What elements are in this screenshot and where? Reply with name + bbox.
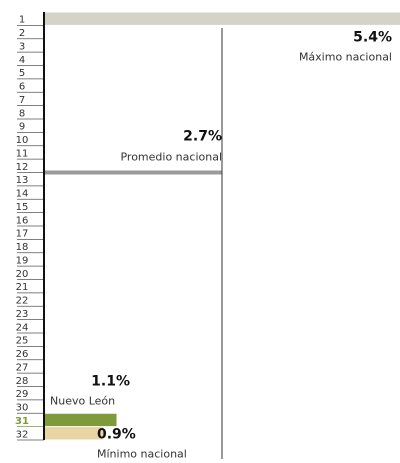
rank-label: 9 <box>19 122 25 133</box>
bar-name: Nuevo León <box>50 394 115 407</box>
rank-label: 10 <box>16 135 29 146</box>
rank-label: 5 <box>19 68 25 79</box>
rank-label: 21 <box>16 282 29 293</box>
bar-name: Promedio nacional <box>120 151 222 164</box>
bar <box>44 427 104 440</box>
rank-label: 14 <box>16 189 29 200</box>
rank-label: 15 <box>16 202 29 213</box>
rank-label: 18 <box>16 242 29 253</box>
rank-label: 17 <box>16 229 29 240</box>
rank-label: 16 <box>16 215 29 226</box>
rank-label: 32 <box>16 429 29 440</box>
bar-name: Mínimo nacional <box>97 448 187 459</box>
bar <box>44 170 222 175</box>
rank-label: 13 <box>16 175 29 186</box>
value-label: 0.9% <box>97 427 136 443</box>
rank-label: 23 <box>16 309 29 320</box>
rank-label: 27 <box>16 362 29 373</box>
rank-label: 20 <box>16 269 29 280</box>
rank-label: 29 <box>16 389 29 400</box>
rank-label: 4 <box>19 55 25 66</box>
bar-name: Máximo nacional <box>299 50 392 63</box>
value-label: 2.7% <box>183 129 222 145</box>
rank-label: 26 <box>16 349 29 360</box>
rank-label: 30 <box>16 403 29 414</box>
bar <box>44 12 400 25</box>
rank-label: 28 <box>16 376 29 387</box>
value-label: 1.1% <box>91 373 130 389</box>
rank-label: 11 <box>16 148 29 159</box>
rank-label: 25 <box>16 336 29 347</box>
rank-label: 24 <box>16 322 29 333</box>
rank-label: 31 <box>15 416 29 427</box>
rank-label: 3 <box>19 41 25 52</box>
rank-label: 7 <box>19 95 25 106</box>
rank-label: 19 <box>16 255 29 266</box>
rank-label: 1 <box>19 15 25 26</box>
rank-label: 8 <box>19 108 25 119</box>
rank-label: 12 <box>16 162 29 173</box>
value-label: 5.4% <box>353 29 392 45</box>
rank-label: 2 <box>19 28 25 39</box>
rank-label: 22 <box>16 296 29 307</box>
rank-label: 6 <box>19 82 25 93</box>
bar <box>44 413 117 427</box>
